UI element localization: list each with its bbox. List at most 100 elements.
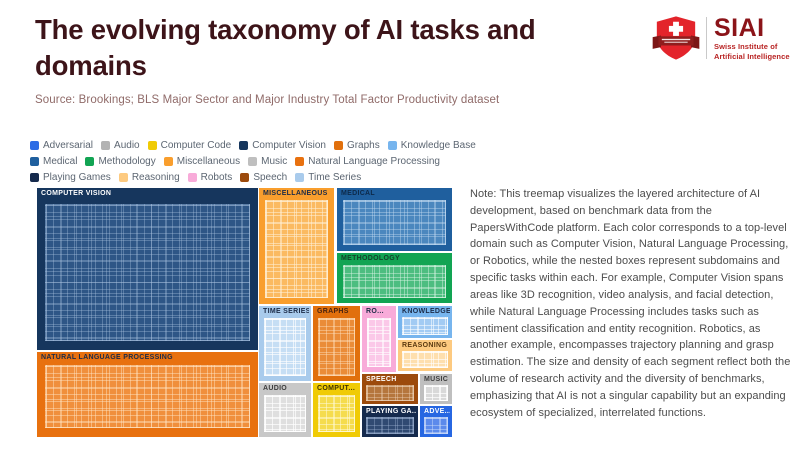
treemap-region-label: MISCELLANEOUS bbox=[263, 190, 328, 197]
legend-swatch-icon bbox=[240, 173, 250, 182]
treemap-region-label: REASONING bbox=[402, 342, 448, 349]
treemap-region-speech: SPEECH bbox=[362, 374, 418, 404]
treemap-region-graphs: GRAPHS bbox=[313, 306, 360, 381]
legend-label: Playing Games bbox=[43, 172, 111, 183]
legend-swatch-icon bbox=[248, 157, 258, 166]
source-line: Source: Brookings; BLS Major Sector and … bbox=[35, 94, 500, 106]
legend-swatch-icon bbox=[239, 141, 249, 150]
treemap-region-computer-code: COMPUT... bbox=[313, 383, 360, 437]
legend-item-natural-language-processing: Natural Language Processing bbox=[295, 156, 440, 167]
treemap-region-label: COMPUT... bbox=[317, 385, 356, 392]
legend-item-music: Music bbox=[248, 156, 287, 167]
treemap-region-subgrid bbox=[343, 200, 446, 245]
legend-label: Natural Language Processing bbox=[308, 156, 440, 167]
treemap-region-playing-games: PLAYING GA... bbox=[362, 406, 418, 437]
treemap-region-subgrid bbox=[402, 317, 448, 335]
legend-label: Robots bbox=[200, 172, 233, 183]
treemap-region-music: MUSIC bbox=[420, 374, 452, 404]
legend-item-computer-code: Computer Code bbox=[147, 140, 232, 151]
legend-swatch-icon bbox=[85, 157, 95, 166]
treemap-region-subgrid bbox=[318, 395, 355, 432]
legend-item-robots: Robots bbox=[187, 172, 233, 183]
treemap-region-subgrid bbox=[367, 318, 391, 367]
logo-subtitle-line2: Artificial Intelligence bbox=[714, 51, 790, 61]
treemap-region-subgrid bbox=[424, 385, 448, 401]
treemap-region-adversarial: ADVE... bbox=[420, 406, 452, 437]
treemap-region-knowledge-base: KNOWLEDGE ... bbox=[398, 306, 452, 338]
legend-swatch-icon bbox=[101, 141, 111, 150]
legend-label: Speech bbox=[253, 172, 288, 183]
treemap-region-subgrid bbox=[318, 318, 355, 376]
treemap-region-label: GRAPHS bbox=[317, 308, 349, 315]
treemap-region-subgrid bbox=[366, 385, 414, 401]
treemap-region-label: MUSIC bbox=[424, 376, 449, 383]
legend-item-time-series: Time Series bbox=[295, 172, 361, 183]
legend-item-speech: Speech bbox=[240, 172, 287, 183]
legend-label: Audio bbox=[114, 140, 140, 151]
treemap-region-label: AUDIO bbox=[263, 385, 288, 392]
legend-label: Adversarial bbox=[43, 140, 94, 151]
legend-swatch-icon bbox=[187, 173, 197, 182]
legend-swatch-icon bbox=[333, 141, 343, 150]
legend-item-reasoning: Reasoning bbox=[118, 172, 180, 183]
treemap-region-subgrid bbox=[402, 351, 448, 368]
legend-label: Reasoning bbox=[131, 172, 180, 183]
legend-item-methodology: Methodology bbox=[85, 156, 156, 167]
treemap-region-methodology: METHODOLOGY bbox=[337, 253, 452, 303]
treemap-region-label: ADVE... bbox=[424, 408, 450, 415]
treemap-region-subgrid bbox=[264, 395, 306, 432]
legend-label: Music bbox=[261, 156, 288, 167]
legend-swatch-icon bbox=[295, 173, 305, 182]
legend-item-miscellaneous: Miscellaneous bbox=[163, 156, 240, 167]
legend-label: Knowledge Base bbox=[400, 140, 476, 151]
treemap-region-label: MEDICAL bbox=[341, 190, 375, 197]
legend-swatch-icon bbox=[30, 157, 39, 166]
treemap-region-subgrid bbox=[264, 318, 306, 376]
treemap-region-label: RO... bbox=[366, 308, 384, 315]
treemap-region-subgrid bbox=[343, 265, 446, 298]
treemap-region-subgrid bbox=[265, 200, 328, 298]
treemap-region-time-series: TIME SERIES bbox=[259, 306, 311, 381]
treemap-region-label: COMPUTER VISION bbox=[41, 190, 112, 197]
treemap-region-label: METHODOLOGY bbox=[341, 255, 400, 262]
treemap-region-label: PLAYING GA... bbox=[366, 408, 416, 415]
legend-label: Computer Vision bbox=[252, 140, 326, 151]
note-text: Note: This treemap visualizes the layere… bbox=[470, 188, 791, 419]
treemap-region-subgrid bbox=[45, 204, 250, 341]
treemap-region-natural-language-processing: NATURAL LANGUAGE PROCESSING bbox=[37, 352, 258, 437]
treemap-region-subgrid bbox=[45, 365, 250, 428]
logo-divider bbox=[706, 17, 707, 59]
treemap-region-miscellaneous: MISCELLANEOUS bbox=[259, 188, 334, 304]
legend-swatch-icon bbox=[387, 141, 397, 150]
legend-label: Time Series bbox=[308, 172, 362, 183]
ai-taxonomy-treemap: COMPUTER VISION NATURAL LANGUAGE PROCESSI… bbox=[37, 188, 452, 437]
treemap-region-medical: MEDICAL bbox=[337, 188, 452, 251]
treemap-legend: Adversarial Audio Computer Code Computer Vi… bbox=[30, 138, 500, 186]
treemap-region-label: KNOWLEDGE ... bbox=[402, 308, 450, 315]
treemap-region-reasoning: REASONING bbox=[398, 340, 452, 371]
treemap-region-robots: RO... bbox=[362, 306, 396, 372]
legend-item-audio: Audio bbox=[101, 140, 140, 151]
legend-swatch-icon bbox=[118, 173, 128, 182]
legend-item-computer-vision: Computer Vision bbox=[239, 140, 326, 151]
legend-label: Graphs bbox=[346, 140, 380, 151]
legend-swatch-icon bbox=[147, 141, 157, 150]
swiss-shield-icon bbox=[652, 16, 700, 60]
legend-swatch-icon bbox=[163, 157, 173, 166]
siai-logo: SIAI Swiss Institute of Artificial Intel… bbox=[651, 11, 797, 65]
treemap-region-label: NATURAL LANGUAGE PROCESSING bbox=[41, 354, 173, 361]
logo-subtitle-line1: Swiss Institute of bbox=[714, 42, 778, 51]
treemap-region-label: SPEECH bbox=[366, 376, 397, 383]
legend-item-knowledge-base: Knowledge Base bbox=[387, 140, 476, 151]
page-title: The evolving taxonomy of AI tasks and do… bbox=[35, 14, 536, 81]
treemap-region-subgrid bbox=[366, 417, 414, 434]
logo-acronym: SIAI bbox=[714, 14, 765, 42]
legend-item-graphs: Graphs bbox=[333, 140, 380, 151]
legend-item-playing-games: Playing Games bbox=[30, 172, 111, 183]
legend-row: Medical Methodology Miscellaneous Music Natu… bbox=[30, 154, 500, 169]
legend-label: Computer Code bbox=[160, 140, 232, 151]
legend-label: Methodology bbox=[98, 156, 156, 167]
legend-label: Medical bbox=[43, 156, 78, 167]
legend-swatch-icon bbox=[295, 157, 305, 166]
